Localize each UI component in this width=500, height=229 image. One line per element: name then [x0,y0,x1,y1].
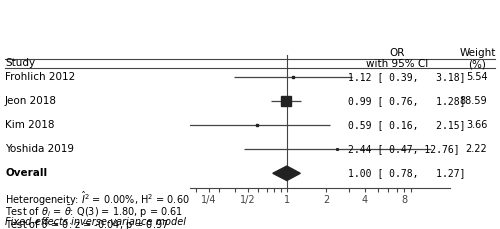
Text: 0.59 [ 0.16,   2.15]: 0.59 [ 0.16, 2.15] [348,120,465,130]
Text: Study: Study [5,58,35,68]
Text: Test of $\theta_i$ = $\bar{\theta}$: Q(3) = 1.80, p = 0.61: Test of $\theta_i$ = $\bar{\theta}$: Q(3… [5,204,183,220]
Text: 1.00 [ 0.78,   1.27]: 1.00 [ 0.78, 1.27] [348,168,465,178]
Text: 5.54: 5.54 [466,72,487,82]
Text: 1.12 [ 0.39,   3.18]: 1.12 [ 0.39, 3.18] [348,72,465,82]
Text: Test of $\theta$ = 0: z = -0.04, p = 0.97: Test of $\theta$ = 0: z = -0.04, p = 0.9… [5,218,169,229]
Text: 0.99 [ 0.76,   1.28]: 0.99 [ 0.76, 1.28] [348,96,465,106]
Text: Overall: Overall [5,168,47,178]
Text: (%): (%) [468,59,486,69]
Text: with 95% CI: with 95% CI [366,59,428,69]
Text: Frohlich 2012: Frohlich 2012 [5,72,75,82]
Text: 3.66: 3.66 [466,120,487,130]
Text: Fixed-effects inverse-variance model: Fixed-effects inverse-variance model [5,217,186,227]
Text: 2.22: 2.22 [466,144,487,154]
Text: Weight: Weight [460,48,496,58]
Text: Heterogeneity: $\hat{I}^2$ = 0.00%, H$^2$ = 0.60: Heterogeneity: $\hat{I}^2$ = 0.00%, H$^2… [5,190,190,208]
Text: 2.44 [ 0.47, 12.76]: 2.44 [ 0.47, 12.76] [348,144,459,154]
Text: 88.59: 88.59 [460,96,487,106]
Text: Yoshida 2019: Yoshida 2019 [5,144,74,154]
Polygon shape [273,166,300,180]
Text: Kim 2018: Kim 2018 [5,120,54,130]
Text: OR: OR [390,48,405,58]
Text: Jeon 2018: Jeon 2018 [5,96,57,106]
